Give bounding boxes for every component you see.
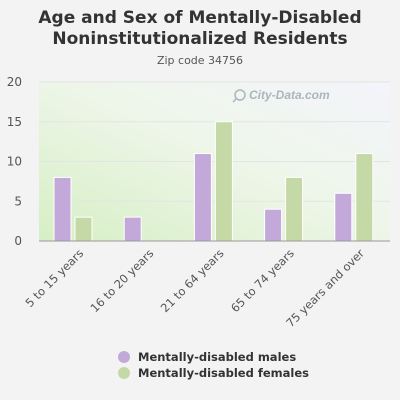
x-tick-label: 16 to 20 years (88, 246, 157, 315)
legend-item-males: Mentally-disabled males (118, 349, 309, 365)
y-tick-label: 5 (14, 194, 22, 208)
y-axis-ticks: 0 5 10 15 20 (7, 75, 22, 248)
x-axis-ticks: 5 to 15 years 16 to 20 years 21 to 64 year… (23, 246, 368, 330)
y-tick-label: 20 (7, 75, 22, 89)
x-tick-label: 21 to 64 years (158, 246, 227, 315)
y-tick-label: 0 (14, 234, 22, 248)
watermark-text: City-Data.com (249, 88, 330, 102)
watermark: City-Data.com (232, 88, 330, 103)
bar-males (53, 176, 72, 242)
bar-males (264, 208, 283, 242)
y-tick-label: 15 (7, 115, 22, 129)
search-icon (234, 89, 246, 101)
legend-swatch-males (118, 351, 130, 363)
bar-males (193, 153, 212, 242)
bar-females (355, 153, 374, 242)
x-tick-label: 75 years and over (283, 246, 367, 330)
x-tick-label: 5 to 15 years (23, 246, 87, 310)
legend: Mentally-disabled males Mentally-disable… (118, 349, 309, 381)
bar-males (123, 216, 142, 242)
bar-females (214, 121, 233, 242)
legend-label-males: Mentally-disabled males (138, 350, 297, 364)
y-tick-label: 10 (7, 155, 22, 169)
legend-label-females: Mentally-disabled females (138, 366, 309, 380)
bar-males (334, 192, 353, 242)
bar-females (285, 176, 304, 242)
legend-swatch-females (118, 367, 130, 379)
chart-title: Age and Sex of Mentally-Disabled Noninsti… (38, 8, 362, 49)
x-tick-label: 65 to 74 years (228, 246, 297, 315)
gridlines (39, 81, 390, 202)
legend-item-females: Mentally-disabled females (118, 365, 309, 381)
bar-females (74, 216, 93, 242)
chart-subtitle: Zip code 34756 (156, 54, 244, 67)
